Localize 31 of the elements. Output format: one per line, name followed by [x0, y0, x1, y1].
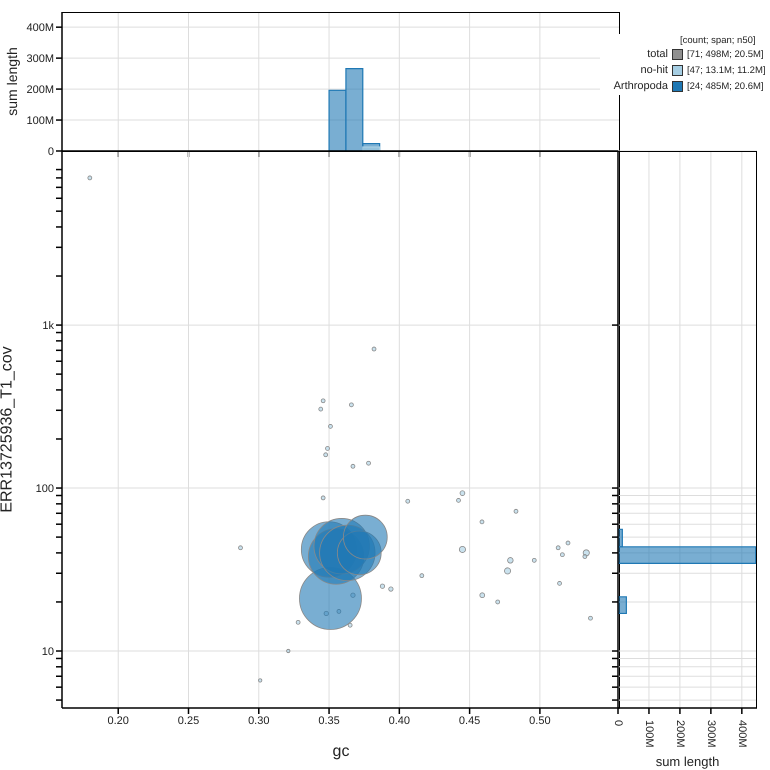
y-tick-label: 400M: [26, 22, 54, 34]
text: [24; 485M; 20.6M]: [687, 80, 764, 92]
y-tick-label: 0: [48, 146, 54, 158]
y-tick-label: 10: [42, 646, 54, 658]
category-label: no-hit: [639, 64, 669, 76]
y-axis-title: sum length: [4, 47, 20, 116]
text: [count; span; n50]: [680, 35, 757, 46]
x-axis-title: gc: [332, 743, 350, 760]
x-tick-label: 0.30: [248, 714, 270, 727]
x-tick-label: 0.45: [458, 714, 480, 727]
y-tick-label: 200M: [26, 84, 54, 96]
y-axis-title: ERR13725936_T1_cov: [0, 346, 16, 513]
y-tick-label: 100: [36, 482, 54, 495]
category-label: Arthropoda: [612, 80, 669, 92]
x-tick-label: 0: [612, 720, 624, 726]
x-tick-label: 0.35: [318, 714, 340, 727]
x-axis-title: sum length: [656, 754, 720, 769]
x-tick-label: 0.20: [108, 714, 129, 727]
x-tick-label: 0.25: [178, 714, 200, 727]
x-tick-label: 0.50: [529, 714, 551, 727]
category-label: total: [646, 48, 669, 60]
x-tick-label: 0.40: [388, 714, 410, 727]
y-tick-label: 1k: [42, 320, 54, 332]
x-tick-label: 200M: [674, 720, 686, 748]
y-tick-label: 300M: [26, 53, 54, 66]
x-tick-label: 300M: [704, 720, 717, 748]
x-tick-label: 400M: [736, 720, 748, 748]
y-tick-label: 100M: [26, 114, 54, 127]
x-tick-label: 100M: [643, 720, 656, 748]
text: [71; 498M; 20.5M]: [687, 48, 764, 60]
text: [47; 13.1M; 11.2M]: [687, 64, 766, 76]
